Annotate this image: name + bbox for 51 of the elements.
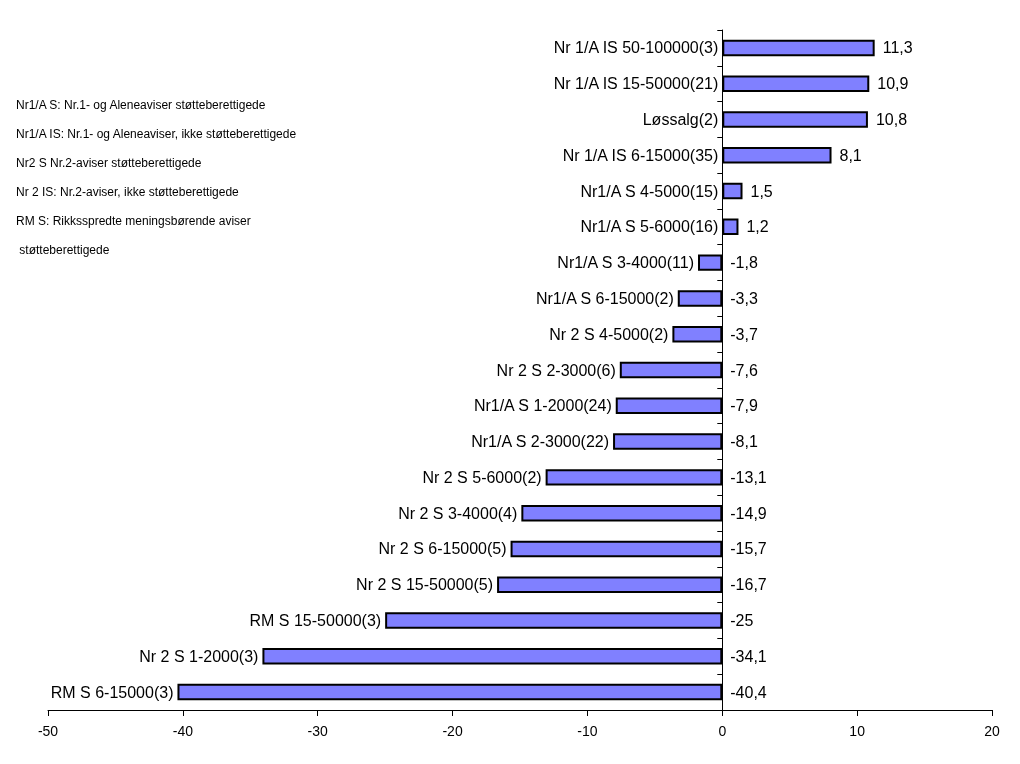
y-tick-label: Nr 1/A IS 15-50000(21) <box>553 75 719 93</box>
x-tick-label: -10 <box>577 723 598 739</box>
data-label: -3,7 <box>730 325 758 343</box>
data-label: -34,1 <box>730 647 767 665</box>
y-tick-label: Nr1/A S 4-5000(15) <box>580 182 719 200</box>
y-tick-label: RM S 15-50000(3) <box>249 612 382 630</box>
data-label: -40,4 <box>730 683 767 701</box>
data-label: 10,9 <box>877 75 909 93</box>
y-tick-label: Nr 1/A IS 6-15000(35) <box>562 146 719 164</box>
x-tick-label: -30 <box>307 723 329 739</box>
y-tick-label: Nr1/A S 5-6000(16) <box>580 218 719 236</box>
x-tick-label: -20 <box>442 723 463 739</box>
y-tick-label: Nr1/A S 2-3000(22) <box>471 433 610 451</box>
data-label: -3,3 <box>730 289 758 307</box>
y-tick-label: RM S 6-15000(3) <box>50 683 174 701</box>
x-tick-label: 0 <box>718 723 727 739</box>
y-tick-label: Nr 2 S 3-4000(4) <box>398 504 518 522</box>
y-tick-label: Nr 1/A IS 50-100000(3) <box>553 39 719 57</box>
y-tick-label: Nr 2 S 1-2000(3) <box>139 647 259 665</box>
data-label: -15,7 <box>730 540 767 558</box>
y-tick-label: Nr1/A S 3-4000(11) <box>557 254 695 272</box>
x-tick-label: 10 <box>849 723 866 739</box>
data-label: -1,8 <box>730 254 758 272</box>
text: RM S: Rikksspredte meningsbørende aviser støtteberettigede <box>16 213 251 257</box>
annotation: Nr1/A IS: Nr.1- og Aleneaviser, ikke støtteberettigede <box>16 126 297 141</box>
data-label: -16,7 <box>730 576 767 594</box>
data-label: 1,2 <box>746 218 769 236</box>
data-label: 11,3 <box>882 39 913 57</box>
x-tick-label: -50 <box>37 723 59 739</box>
y-tick-label: Nr 2 S 5-6000(2) <box>422 468 542 486</box>
data-label: 8,1 <box>839 146 862 164</box>
annotation: Nr2 S Nr.2-aviser støtteberettigede <box>16 155 202 170</box>
y-tick-label: Nr 2 S 6-15000(5) <box>378 540 507 558</box>
data-label: 10,8 <box>875 110 908 128</box>
data-label: -7,6 <box>730 361 758 379</box>
data-label: 1,5 <box>750 182 773 200</box>
x-tick-label: -40 <box>172 723 194 739</box>
x-tick-label: 20 <box>984 723 1000 739</box>
y-tick-label: Nr 2 S 4-5000(2) <box>549 325 669 343</box>
data-label: -25 <box>730 612 754 630</box>
y-tick-label: Løssalg(2) <box>642 110 719 128</box>
data-label: -14,9 <box>730 504 767 522</box>
annotation: Nr 2 IS: Nr.2-aviser, ikke støtteberettigede <box>16 184 240 199</box>
data-label: -13,1 <box>730 468 767 486</box>
y-tick-label: Nr1/A S 1-2000(24) <box>473 397 612 415</box>
data-label: -8,1 <box>730 433 758 451</box>
y-tick-label: Nr 2 S 2-3000(6) <box>496 361 616 379</box>
y-tick-label: Nr 2 S 15-50000(5) <box>356 576 494 594</box>
annotation: Nr1/A S: Nr.1- og Aleneaviser støtteberettigede <box>16 97 266 112</box>
data-label: -7,9 <box>730 397 758 415</box>
y-tick-label: Nr1/A S 6-15000(2) <box>535 289 674 307</box>
